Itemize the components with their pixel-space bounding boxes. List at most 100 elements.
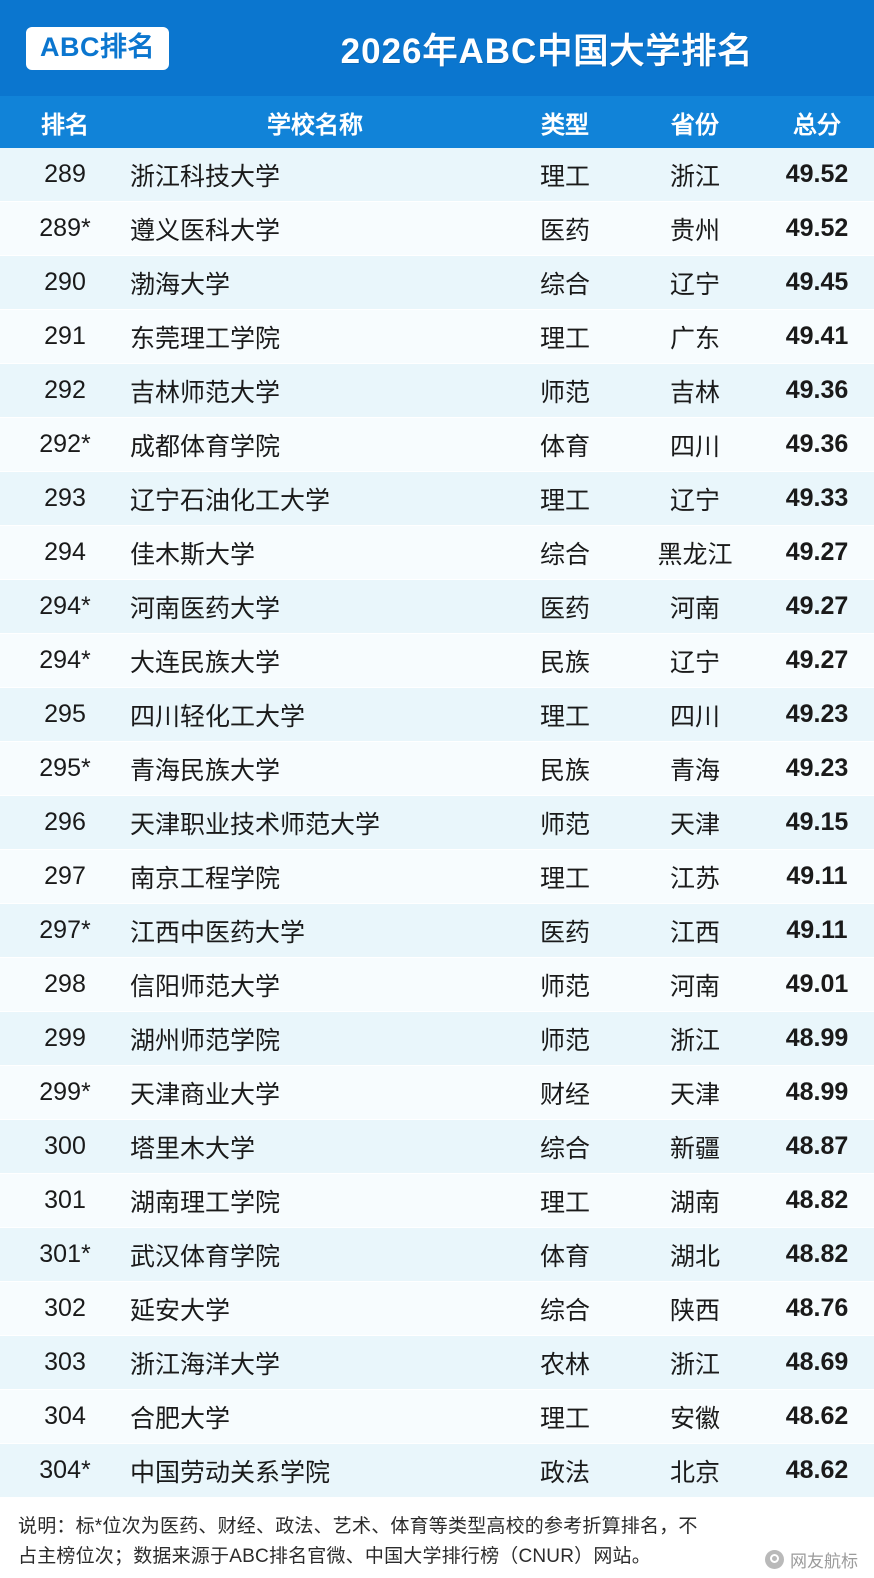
table-row[interactable]: 304 合肥大学 理工 安徽 48.62 bbox=[0, 1389, 874, 1444]
cell-rank: 292* bbox=[0, 417, 130, 472]
column-header-province[interactable]: 省份 bbox=[630, 96, 760, 148]
table-header-row: 排名 学校名称 类型 省份 总分 bbox=[0, 96, 874, 148]
table-row[interactable]: 302 延安大学 综合 陕西 48.76 bbox=[0, 1281, 874, 1336]
column-header-name[interactable]: 学校名称 bbox=[130, 96, 500, 148]
cell-rank: 302 bbox=[0, 1281, 130, 1336]
ranking-table: 排名 学校名称 类型 省份 总分 289 浙江科技大学 理工 浙江 49.52 289* 遵… bbox=[0, 96, 874, 1498]
cell-score: 49.11 bbox=[760, 903, 874, 958]
cell-rank: 294* bbox=[0, 633, 130, 688]
cell-rank: 301 bbox=[0, 1173, 130, 1228]
cell-name: 中国劳动关系学院 bbox=[130, 1443, 500, 1498]
cell-rank: 296 bbox=[0, 795, 130, 850]
footer-note-line-1: 说明：标*位次为医药、财经、政法、艺术、体育等类型高校的参考折算排名，不 bbox=[18, 1516, 698, 1537]
column-header-rank[interactable]: 排名 bbox=[0, 96, 130, 148]
cell-score: 49.11 bbox=[760, 849, 874, 904]
cell-province: 辽宁 bbox=[630, 633, 760, 688]
cell-rank: 298 bbox=[0, 957, 130, 1012]
cell-rank: 294* bbox=[0, 579, 130, 634]
cell-province: 吉林 bbox=[630, 363, 760, 418]
cell-name: 东莞理工学院 bbox=[130, 309, 500, 364]
cell-province: 江西 bbox=[630, 903, 760, 958]
cell-rank: 304 bbox=[0, 1389, 130, 1444]
cell-name: 河南医药大学 bbox=[130, 579, 500, 634]
cell-name: 渤海大学 bbox=[130, 255, 500, 310]
cell-score: 48.99 bbox=[760, 1065, 874, 1120]
cell-score: 49.52 bbox=[760, 201, 874, 256]
table-row[interactable]: 291 东莞理工学院 理工 广东 49.41 bbox=[0, 309, 874, 364]
table-row[interactable]: 293 辽宁石油化工大学 理工 辽宁 49.33 bbox=[0, 471, 874, 526]
table-row[interactable]: 303 浙江海洋大学 农林 浙江 48.69 bbox=[0, 1335, 874, 1390]
cell-score: 48.62 bbox=[760, 1389, 874, 1444]
cell-type: 理工 bbox=[500, 148, 630, 202]
cell-score: 48.62 bbox=[760, 1443, 874, 1498]
cell-rank: 290 bbox=[0, 255, 130, 310]
cell-province: 新疆 bbox=[630, 1119, 760, 1174]
cell-type: 综合 bbox=[500, 255, 630, 310]
cell-type: 财经 bbox=[500, 1065, 630, 1120]
cell-type: 体育 bbox=[500, 1227, 630, 1282]
table-row[interactable]: 299* 天津商业大学 财经 天津 48.99 bbox=[0, 1065, 874, 1120]
table-row[interactable]: 294 佳木斯大学 综合 黑龙江 49.27 bbox=[0, 525, 874, 580]
table-row[interactable]: 299 湖州师范学院 师范 浙江 48.99 bbox=[0, 1011, 874, 1066]
table-row[interactable]: 294* 大连民族大学 民族 辽宁 49.27 bbox=[0, 633, 874, 688]
cell-score: 48.82 bbox=[760, 1227, 874, 1282]
cell-province: 四川 bbox=[630, 417, 760, 472]
cell-province: 贵州 bbox=[630, 201, 760, 256]
table-row[interactable]: 295* 青海民族大学 民族 青海 49.23 bbox=[0, 741, 874, 796]
table-row[interactable]: 297* 江西中医药大学 医药 江西 49.11 bbox=[0, 903, 874, 958]
cell-rank: 289 bbox=[0, 148, 130, 202]
cell-name: 武汉体育学院 bbox=[130, 1227, 500, 1282]
cell-type: 师范 bbox=[500, 1011, 630, 1066]
table-row[interactable]: 289* 遵义医科大学 医药 贵州 49.52 bbox=[0, 201, 874, 256]
cell-province: 浙江 bbox=[630, 1335, 760, 1390]
cell-score: 49.27 bbox=[760, 579, 874, 634]
cell-province: 辽宁 bbox=[630, 255, 760, 310]
cell-province: 江苏 bbox=[630, 849, 760, 904]
cell-rank: 299* bbox=[0, 1065, 130, 1120]
footer-note: 说明：标*位次为医药、财经、政法、艺术、体育等类型高校的参考折算排名，不 占主榜… bbox=[0, 1498, 874, 1578]
cell-name: 青海民族大学 bbox=[130, 741, 500, 796]
cell-province: 河南 bbox=[630, 579, 760, 634]
cell-score: 49.36 bbox=[760, 363, 874, 418]
table-row[interactable]: 304* 中国劳动关系学院 政法 北京 48.62 bbox=[0, 1443, 874, 1498]
cell-rank: 299 bbox=[0, 1011, 130, 1066]
cell-rank: 297 bbox=[0, 849, 130, 904]
cell-rank: 291 bbox=[0, 309, 130, 364]
cell-score: 49.23 bbox=[760, 741, 874, 796]
watermark: 网友航标 bbox=[765, 1547, 858, 1572]
cell-rank: 300 bbox=[0, 1119, 130, 1174]
column-header-score[interactable]: 总分 bbox=[760, 96, 874, 148]
cell-type: 理工 bbox=[500, 1173, 630, 1228]
cell-score: 49.41 bbox=[760, 309, 874, 364]
cell-score: 49.45 bbox=[760, 255, 874, 310]
cell-score: 48.87 bbox=[760, 1119, 874, 1174]
cell-type: 理工 bbox=[500, 471, 630, 526]
cell-province: 青海 bbox=[630, 741, 760, 796]
table-row[interactable]: 298 信阳师范大学 师范 河南 49.01 bbox=[0, 957, 874, 1012]
cell-name: 大连民族大学 bbox=[130, 633, 500, 688]
cell-province: 湖南 bbox=[630, 1173, 760, 1228]
table-row[interactable]: 294* 河南医药大学 医药 河南 49.27 bbox=[0, 579, 874, 634]
cell-score: 49.27 bbox=[760, 525, 874, 580]
cell-province: 浙江 bbox=[630, 1011, 760, 1066]
cell-province: 浙江 bbox=[630, 148, 760, 202]
table-row[interactable]: 289 浙江科技大学 理工 浙江 49.52 bbox=[0, 148, 874, 202]
cell-type: 综合 bbox=[500, 525, 630, 580]
cell-type: 体育 bbox=[500, 417, 630, 472]
table-row[interactable]: 296 天津职业技术师范大学 师范 天津 49.15 bbox=[0, 795, 874, 850]
cell-type: 综合 bbox=[500, 1119, 630, 1174]
table-row[interactable]: 295 四川轻化工大学 理工 四川 49.23 bbox=[0, 687, 874, 742]
table-row[interactable]: 301* 武汉体育学院 体育 湖北 48.82 bbox=[0, 1227, 874, 1282]
cell-name: 南京工程学院 bbox=[130, 849, 500, 904]
table-row[interactable]: 290 渤海大学 综合 辽宁 49.45 bbox=[0, 255, 874, 310]
table-row[interactable]: 300 塔里木大学 综合 新疆 48.87 bbox=[0, 1119, 874, 1174]
table-row[interactable]: 301 湖南理工学院 理工 湖南 48.82 bbox=[0, 1173, 874, 1228]
cell-type: 师范 bbox=[500, 795, 630, 850]
cell-name: 延安大学 bbox=[130, 1281, 500, 1336]
column-header-type[interactable]: 类型 bbox=[500, 96, 630, 148]
table-row[interactable]: 297 南京工程学院 理工 江苏 49.11 bbox=[0, 849, 874, 904]
cell-type: 理工 bbox=[500, 687, 630, 742]
table-row[interactable]: 292 吉林师范大学 师范 吉林 49.36 bbox=[0, 363, 874, 418]
table-row[interactable]: 292* 成都体育学院 体育 四川 49.36 bbox=[0, 417, 874, 472]
